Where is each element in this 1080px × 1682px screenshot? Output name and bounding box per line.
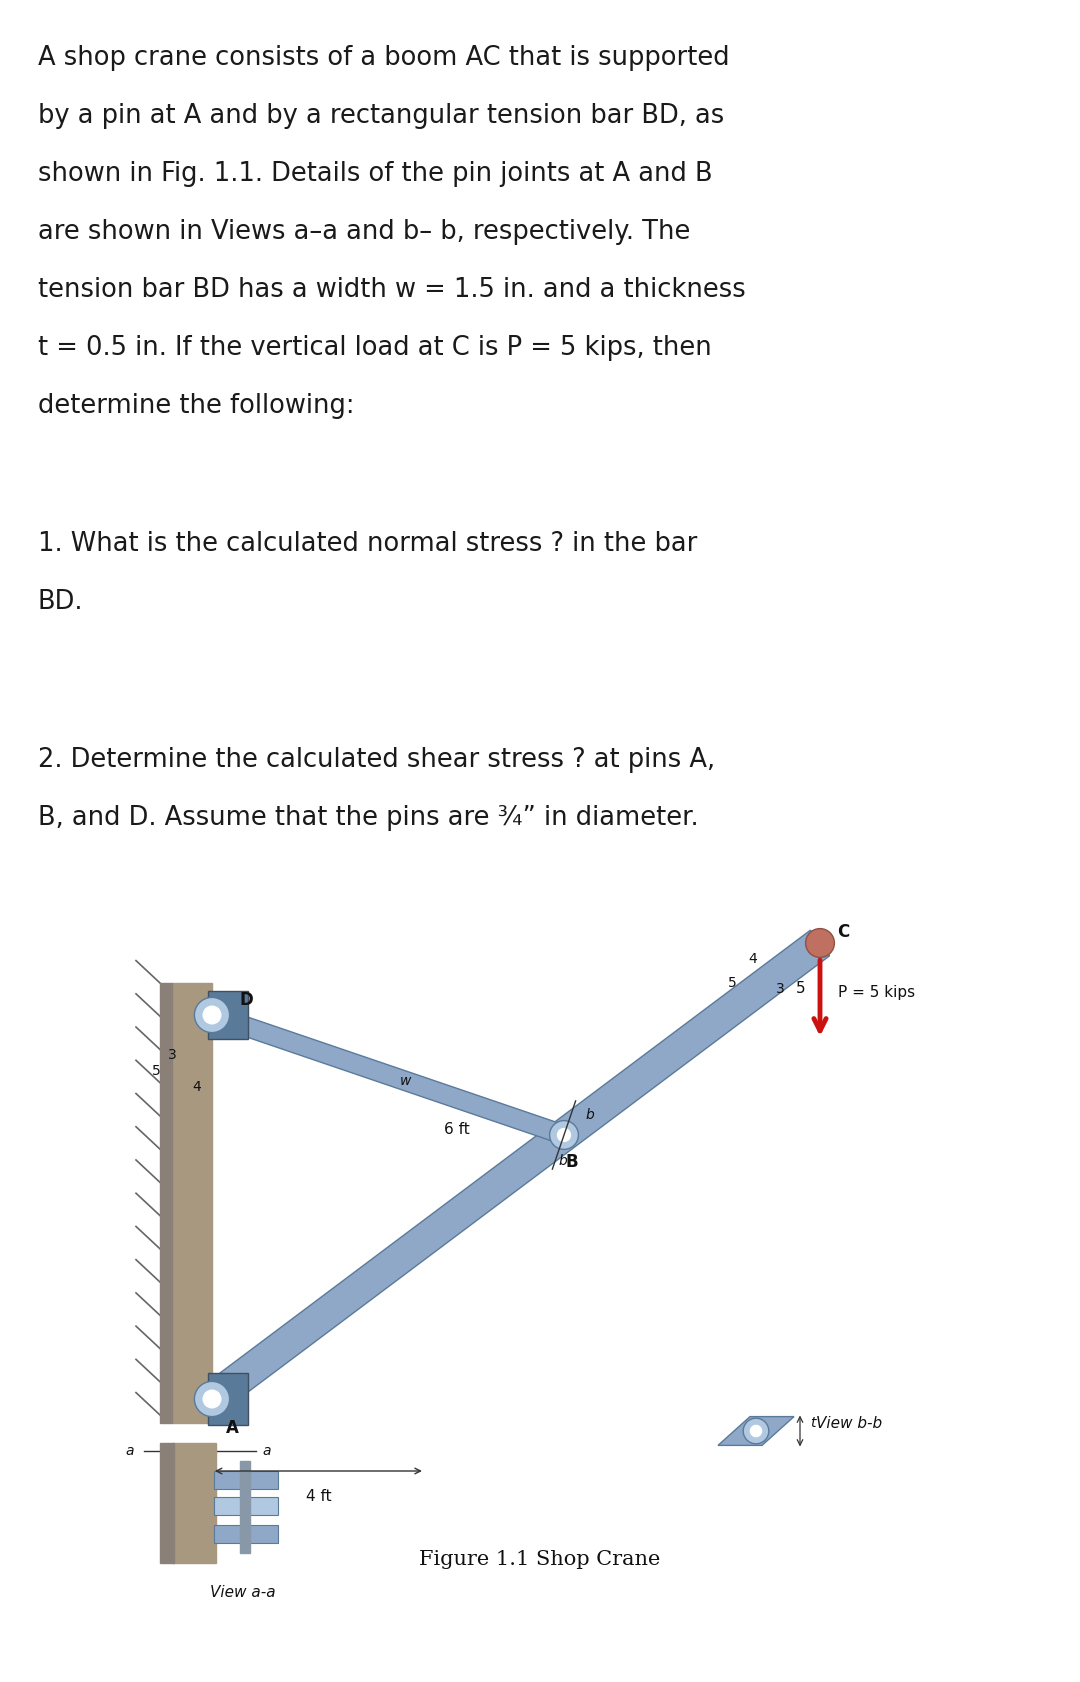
Text: A: A xyxy=(227,1418,240,1436)
Text: 5: 5 xyxy=(152,1065,161,1078)
Text: a: a xyxy=(126,1445,134,1458)
Bar xyxy=(172,982,212,1423)
Text: determine the following:: determine the following: xyxy=(38,394,354,419)
Text: w: w xyxy=(400,1075,411,1088)
Text: by a pin at A and by a rectangular tension bar BD, as: by a pin at A and by a rectangular tensi… xyxy=(38,103,725,130)
Circle shape xyxy=(194,997,230,1033)
Text: b: b xyxy=(558,1154,567,1167)
Bar xyxy=(215,1472,279,1489)
Text: are shown in Views a–a and b– b, respectively. The: are shown in Views a–a and b– b, respect… xyxy=(38,219,690,246)
Text: shown in Fig. 1.1. Details of the pin joints at A and B: shown in Fig. 1.1. Details of the pin jo… xyxy=(38,161,713,187)
Bar xyxy=(172,1443,216,1563)
Text: 2. Determine the calculated shear stress ? at pins A,: 2. Determine the calculated shear stress… xyxy=(38,747,715,774)
Text: 4: 4 xyxy=(748,952,757,965)
Circle shape xyxy=(806,928,835,957)
Polygon shape xyxy=(202,930,829,1411)
Circle shape xyxy=(743,1418,769,1443)
Text: 4 ft: 4 ft xyxy=(306,1489,332,1504)
Text: 1. What is the calculated normal stress ? in the bar: 1. What is the calculated normal stress … xyxy=(38,532,698,557)
Polygon shape xyxy=(208,1006,567,1144)
Polygon shape xyxy=(208,1374,248,1425)
Text: B: B xyxy=(566,1152,578,1171)
Text: 6 ft: 6 ft xyxy=(444,1122,470,1137)
Circle shape xyxy=(550,1120,579,1149)
Text: 3: 3 xyxy=(777,982,785,996)
Text: a: a xyxy=(262,1445,271,1458)
Text: C: C xyxy=(838,923,850,940)
Text: View b-b: View b-b xyxy=(816,1416,882,1430)
Bar xyxy=(240,1460,251,1554)
Text: t = 0.5 in. If the vertical load at C is P = 5 kips, then: t = 0.5 in. If the vertical load at C is… xyxy=(38,335,712,362)
Text: D: D xyxy=(240,991,254,1009)
Polygon shape xyxy=(208,991,248,1039)
Text: 5: 5 xyxy=(728,976,737,991)
Circle shape xyxy=(751,1425,761,1436)
Text: 5: 5 xyxy=(796,981,806,996)
Bar xyxy=(160,1443,174,1563)
Circle shape xyxy=(203,1391,220,1408)
Text: B, and D. Assume that the pins are ¾” in diameter.: B, and D. Assume that the pins are ¾” in… xyxy=(38,806,699,831)
Bar xyxy=(160,982,172,1423)
Text: t: t xyxy=(810,1416,815,1430)
Text: 3: 3 xyxy=(168,1048,177,1061)
Circle shape xyxy=(557,1129,570,1142)
Polygon shape xyxy=(718,1416,794,1445)
Bar xyxy=(215,1497,279,1515)
Bar xyxy=(215,1524,279,1542)
Text: b: b xyxy=(585,1107,594,1122)
Text: BD.: BD. xyxy=(38,589,83,616)
Text: P = 5 kips: P = 5 kips xyxy=(838,986,915,1001)
Circle shape xyxy=(203,1006,220,1024)
Text: 4: 4 xyxy=(192,1080,201,1093)
Text: View a-a: View a-a xyxy=(211,1586,276,1600)
Text: A shop crane consists of a boom AC that is supported: A shop crane consists of a boom AC that … xyxy=(38,45,730,71)
Circle shape xyxy=(194,1381,230,1416)
Text: tension bar BD has a width w = 1.5 in. and a thickness: tension bar BD has a width w = 1.5 in. a… xyxy=(38,278,746,303)
Text: Figure 1.1 Shop Crane: Figure 1.1 Shop Crane xyxy=(419,1549,661,1569)
